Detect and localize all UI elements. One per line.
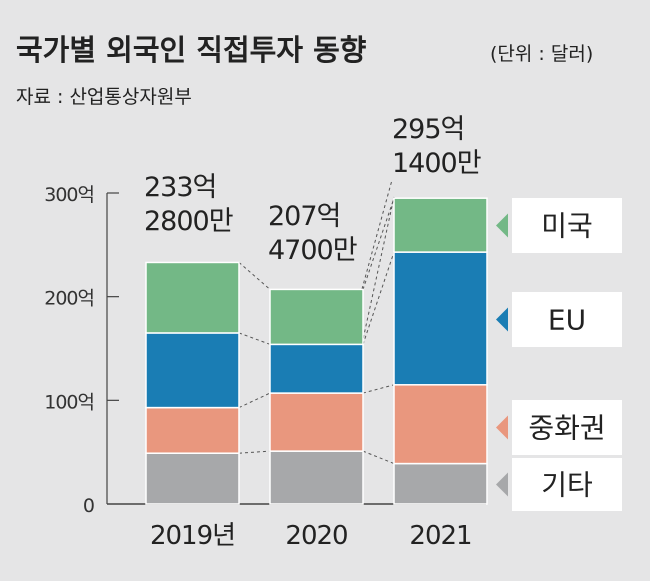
legend-arrow-icon <box>496 415 508 440</box>
x-tick-label: 2019년 <box>150 521 235 551</box>
total-label-amount: 1400만 <box>392 148 481 179</box>
label-leader-line <box>361 196 395 345</box>
label-leader-line <box>361 179 393 290</box>
unit-label: (단위 : 달러) <box>490 43 593 65</box>
connector-line <box>362 251 395 345</box>
legend-box-미국 <box>512 198 622 253</box>
connector-line <box>238 332 271 345</box>
legend-arrow-icon <box>496 472 508 497</box>
legend-arrow-icon <box>496 213 508 238</box>
chart-title: 국가별 외국인 직접투자 동향 <box>16 33 367 67</box>
legend-label: 기타 <box>541 469 593 502</box>
connector-line <box>362 450 395 465</box>
bar-segment-중화권 <box>145 406 240 454</box>
bar-segment-중화권 <box>393 384 488 465</box>
connector-line <box>238 392 271 409</box>
total-label-amount: 4700만 <box>268 235 357 266</box>
total-label-amount: 295억 <box>392 114 464 145</box>
legend-box-기타 <box>512 458 622 511</box>
total-label-amount: 2800만 <box>144 206 233 237</box>
connector-line <box>238 262 271 290</box>
legend-box-중화권 <box>512 400 622 455</box>
source-label: 자료 : 산업통상자원부 <box>16 86 192 108</box>
connector-line <box>238 450 271 454</box>
bar-segment-미국 <box>393 197 488 253</box>
bar-segment-EU <box>393 251 488 386</box>
y-tick-label: 0 <box>83 495 94 517</box>
legend-label: 중화권 <box>528 412 605 445</box>
y-tick-label: 300억 <box>44 184 94 206</box>
bar-segment-미국 <box>145 261 240 334</box>
legend-box-EU <box>512 292 622 347</box>
legend-label: 미국 <box>541 210 593 243</box>
x-tick-label: 2021 <box>409 521 471 551</box>
bar-segment-기타 <box>145 452 240 505</box>
bar-segment-기타 <box>393 462 488 505</box>
legend-arrow-icon <box>496 307 508 332</box>
bar-segment-EU <box>145 332 240 409</box>
bar-segment-기타 <box>269 450 364 505</box>
bar-segment-미국 <box>269 288 364 346</box>
y-tick-label: 200억 <box>44 288 94 310</box>
connector-lines <box>238 179 395 465</box>
bar-segment-EU <box>269 343 364 394</box>
bar-segment-중화권 <box>269 392 364 452</box>
legend-label: EU <box>548 304 586 337</box>
y-tick-label: 100억 <box>44 391 94 413</box>
connector-line <box>362 384 395 394</box>
connector-line <box>362 198 395 290</box>
total-label-amount: 207억 <box>268 201 340 232</box>
bars <box>145 197 488 505</box>
x-tick-label: 2020 <box>285 521 347 551</box>
total-label-amount: 233억 <box>144 172 216 203</box>
